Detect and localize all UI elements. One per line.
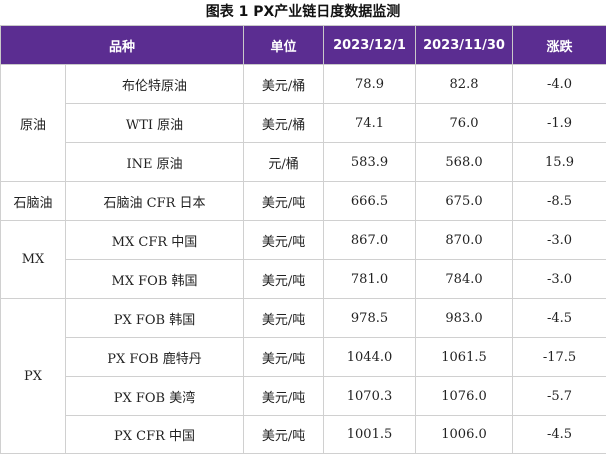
cell-change: -3.0 bbox=[513, 260, 606, 299]
chart-title: 图表 1 PX产业链日度数据监测 bbox=[0, 0, 606, 24]
cell-unit: 美元/吨 bbox=[244, 260, 324, 299]
cell-product: WTI 原油 bbox=[66, 104, 244, 143]
cell-product: PX FOB 韩国 bbox=[66, 299, 244, 338]
cell-unit: 美元/吨 bbox=[244, 377, 324, 416]
cell-change: 15.9 bbox=[513, 143, 606, 182]
cell-value-date1: 583.9 bbox=[324, 143, 416, 182]
cell-change: -8.5 bbox=[513, 182, 606, 221]
price-table: 品种 单位 2023/12/1 2023/11/30 涨跌 原油 布伦特原油 美… bbox=[0, 25, 606, 454]
cell-value-date1: 1070.3 bbox=[324, 377, 416, 416]
cell-value-date2: 568.0 bbox=[416, 143, 513, 182]
table-row: 原油 布伦特原油 美元/桶 78.9 82.8 -4.0 bbox=[1, 65, 606, 104]
cell-change: -4.5 bbox=[513, 299, 606, 338]
group-label-mx: MX bbox=[1, 221, 66, 299]
table-row: MX MX CFR 中国 美元/吨 867.0 870.0 -3.0 bbox=[1, 221, 606, 260]
cell-value-date1: 1044.0 bbox=[324, 338, 416, 377]
cell-value-date1: 867.0 bbox=[324, 221, 416, 260]
cell-unit: 美元/吨 bbox=[244, 182, 324, 221]
table-row: PX PX FOB 韩国 美元/吨 978.5 983.0 -4.5 bbox=[1, 299, 606, 338]
header-unit: 单位 bbox=[244, 26, 324, 65]
cell-value-date2: 1061.5 bbox=[416, 338, 513, 377]
cell-unit: 美元/吨 bbox=[244, 299, 324, 338]
cell-change: -4.0 bbox=[513, 65, 606, 104]
header-row: 品种 单位 2023/12/1 2023/11/30 涨跌 bbox=[1, 26, 606, 65]
table-row: INE 原油 元/桶 583.9 568.0 15.9 bbox=[1, 143, 606, 182]
cell-value-date2: 870.0 bbox=[416, 221, 513, 260]
table-row: WTI 原油 美元/桶 74.1 76.0 -1.9 bbox=[1, 104, 606, 143]
table-row: 石脑油 石脑油 CFR 日本 美元/吨 666.5 675.0 -8.5 bbox=[1, 182, 606, 221]
header-date1: 2023/12/1 bbox=[324, 26, 416, 65]
header-change: 涨跌 bbox=[513, 26, 606, 65]
header-product: 品种 bbox=[1, 26, 244, 65]
cell-value-date1: 978.5 bbox=[324, 299, 416, 338]
cell-change: -1.9 bbox=[513, 104, 606, 143]
table-row: PX FOB 美湾 美元/吨 1070.3 1076.0 -5.7 bbox=[1, 377, 606, 416]
cell-product: MX CFR 中国 bbox=[66, 221, 244, 260]
cell-change: -5.7 bbox=[513, 377, 606, 416]
table-row: PX CFR 中国 美元/吨 1001.5 1006.0 -4.5 bbox=[1, 416, 606, 454]
cell-value-date2: 76.0 bbox=[416, 104, 513, 143]
cell-value-date2: 1006.0 bbox=[416, 416, 513, 454]
cell-value-date2: 1076.0 bbox=[416, 377, 513, 416]
cell-change: -4.5 bbox=[513, 416, 606, 454]
cell-unit: 美元/吨 bbox=[244, 416, 324, 454]
cell-value-date1: 78.9 bbox=[324, 65, 416, 104]
cell-value-date2: 675.0 bbox=[416, 182, 513, 221]
cell-unit: 美元/吨 bbox=[244, 338, 324, 377]
group-label-px: PX bbox=[1, 299, 66, 454]
group-label-crude: 原油 bbox=[1, 65, 66, 182]
cell-product: 石脑油 CFR 日本 bbox=[66, 182, 244, 221]
cell-change: -17.5 bbox=[513, 338, 606, 377]
cell-unit: 美元/桶 bbox=[244, 104, 324, 143]
group-label-naphtha: 石脑油 bbox=[1, 182, 66, 221]
cell-product: PX FOB 美湾 bbox=[66, 377, 244, 416]
cell-value-date1: 781.0 bbox=[324, 260, 416, 299]
cell-unit: 元/桶 bbox=[244, 143, 324, 182]
cell-product: 布伦特原油 bbox=[66, 65, 244, 104]
header-date2: 2023/11/30 bbox=[416, 26, 513, 65]
cell-value-date1: 666.5 bbox=[324, 182, 416, 221]
cell-value-date1: 1001.5 bbox=[324, 416, 416, 454]
cell-product: MX FOB 韩国 bbox=[66, 260, 244, 299]
cell-value-date1: 74.1 bbox=[324, 104, 416, 143]
cell-unit: 美元/桶 bbox=[244, 65, 324, 104]
cell-product: PX FOB 鹿特丹 bbox=[66, 338, 244, 377]
table-row: MX FOB 韩国 美元/吨 781.0 784.0 -3.0 bbox=[1, 260, 606, 299]
cell-product: INE 原油 bbox=[66, 143, 244, 182]
cell-product: PX CFR 中国 bbox=[66, 416, 244, 454]
table-row: PX FOB 鹿特丹 美元/吨 1044.0 1061.5 -17.5 bbox=[1, 338, 606, 377]
cell-value-date2: 983.0 bbox=[416, 299, 513, 338]
cell-unit: 美元/吨 bbox=[244, 221, 324, 260]
cell-value-date2: 82.8 bbox=[416, 65, 513, 104]
cell-change: -3.0 bbox=[513, 221, 606, 260]
cell-value-date2: 784.0 bbox=[416, 260, 513, 299]
